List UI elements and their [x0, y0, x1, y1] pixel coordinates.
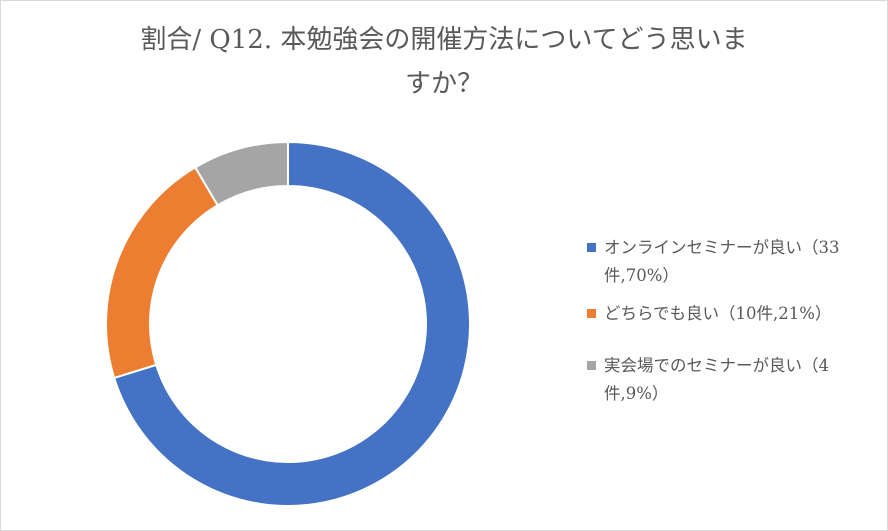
chart-title: 割合/ Q12. 本勉強会の開催方法についてどう思いま すか？ [60, 18, 828, 106]
donut-slice-online [112, 140, 471, 507]
legend-swatch-either [587, 309, 596, 318]
chart-title-line1: 割合/ Q12. 本勉強会の開催方法についてどう思いま [140, 25, 748, 55]
legend-swatch-venue [587, 361, 596, 370]
legend-item-either: どちらでも良い（10件,21%） [584, 300, 874, 328]
legend-label-venue: 実会場でのセミナーが良い（4 件,9%） [604, 356, 829, 403]
chart-legend: オンラインセミナーが良い（33 件,70%） どちらでも良い（10件,21%） … [584, 234, 874, 418]
legend-item-online: オンラインセミナーが良い（33 件,70%） [584, 234, 874, 290]
legend-item-venue: 実会場でのセミナーが良い（4 件,9%） [584, 352, 874, 408]
legend-swatch-online [587, 243, 596, 252]
legend-label-online: オンラインセミナーが良い（33 件,70%） [604, 238, 840, 285]
legend-label-either: どちらでも良い（10件,21%） [604, 304, 832, 323]
chart-title-line2: すか？ [404, 69, 483, 99]
donut-slice-venue [193, 140, 289, 207]
donut-slice-either [105, 166, 220, 380]
